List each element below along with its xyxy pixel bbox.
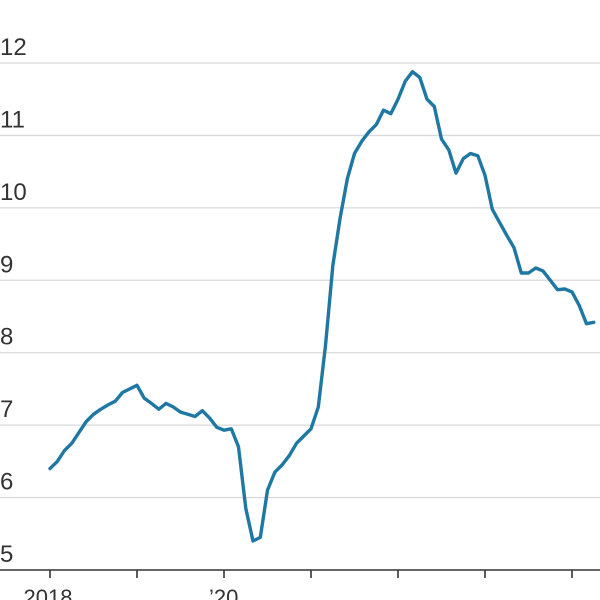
y-tick-label-7: 7 [0,396,13,423]
y-tick-label-5: 5 [0,541,13,568]
y-axis-labels: 5 6 7 8 9 10 11 12 [0,34,27,568]
series-line [48,70,596,543]
y-tick-label-6: 6 [0,469,13,496]
y-tick-label-12: 12 [0,34,27,61]
x-axis-ticks [49,570,573,578]
x-tick-label-2018: 2018 [24,585,73,600]
y-tick-label-11: 11 [0,106,25,133]
y-tick-label-9: 9 [0,251,13,278]
gridlines [0,62,600,499]
x-tick-label-20: ’20 [209,585,238,600]
y-tick-label-10: 10 [0,179,27,206]
y-tick-label-8: 8 [0,324,13,351]
x-axis-labels: 2018 ’20 [24,585,239,600]
series-layer [48,70,596,543]
